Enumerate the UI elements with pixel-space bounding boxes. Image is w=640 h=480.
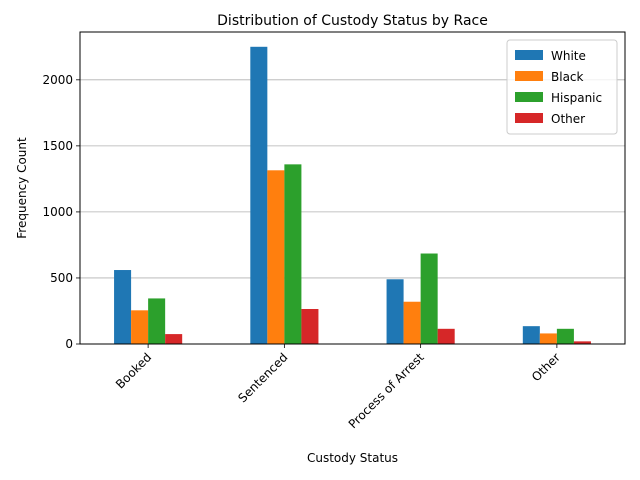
y-tick-label: 2000 [42, 73, 73, 87]
x-axis-label: Custody Status [307, 451, 398, 465]
bar [148, 298, 166, 344]
bar [131, 310, 149, 344]
bar [165, 334, 183, 344]
bar [420, 253, 438, 344]
bar [267, 170, 285, 344]
bar [522, 326, 540, 344]
bar [250, 46, 268, 344]
bars-layer [114, 46, 591, 344]
bar [301, 308, 319, 344]
legend-swatch [515, 71, 543, 81]
bar [114, 270, 132, 344]
legend-label: Other [551, 112, 585, 126]
bar [556, 328, 574, 344]
bar [573, 341, 591, 344]
legend-label: Black [551, 70, 584, 84]
plot-frame [79, 31, 626, 345]
bar [437, 328, 455, 344]
y-tick-label: 0 [65, 337, 73, 351]
legend: White Black Hispanic Other [506, 39, 618, 135]
legend-label: White [551, 49, 586, 63]
bar [539, 333, 557, 344]
legend-box [506, 39, 618, 135]
y-tick-label: 1500 [42, 139, 73, 153]
legend-swatch [515, 50, 543, 60]
legend-swatch [515, 92, 543, 102]
legend-label: Hispanic [551, 91, 602, 105]
chart-title: Distribution of Custody Status by Race [217, 13, 488, 29]
bar [403, 301, 421, 344]
legend-swatch [515, 113, 543, 123]
y-axis-label: Frequency Count [15, 137, 29, 239]
bar [386, 279, 404, 344]
y-tick-label: 500 [50, 271, 73, 285]
bar [284, 164, 302, 344]
y-tick-label: 1000 [42, 205, 73, 219]
